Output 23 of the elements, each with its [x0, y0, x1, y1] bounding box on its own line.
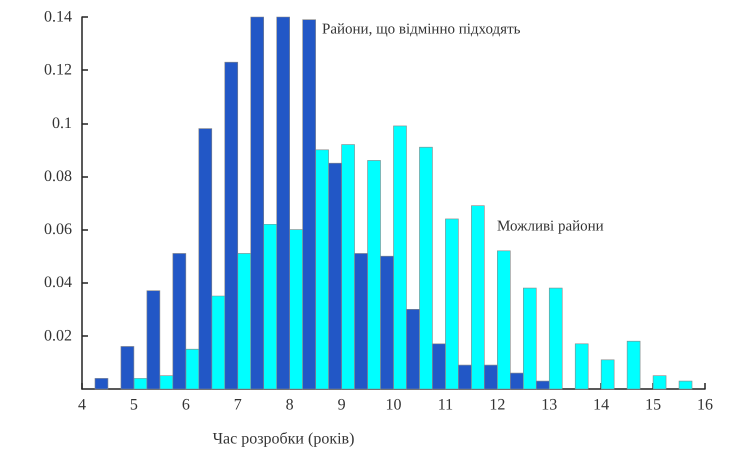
y-tick-label: 0.12: [44, 62, 72, 79]
x-tick-label: 15: [645, 396, 662, 414]
annotation: Можливі райони: [497, 218, 604, 234]
x-tick-label: 5: [130, 396, 138, 414]
x-tick-label: 6: [182, 396, 190, 414]
x-tick-label: 11: [438, 396, 454, 414]
y-tick-label: 0.02: [44, 327, 72, 344]
x-tick-label: 7: [234, 396, 242, 414]
x-tick-label: 9: [338, 396, 346, 414]
x-tick-label: 13: [541, 396, 558, 414]
x-tick-label: 16: [697, 396, 713, 414]
x-tick-label: 4: [78, 396, 86, 414]
y-tick-label: 0.06: [44, 221, 72, 238]
x-tick-label: 10: [386, 396, 402, 414]
y-tick-label: 0.04: [44, 274, 72, 292]
x-tick-label: 12: [489, 396, 506, 414]
y-tick-label: 0.1: [52, 114, 72, 132]
x-axis-title: Час розробки (років): [212, 430, 354, 448]
y-tick-label: 0.08: [44, 168, 72, 185]
annotation: Райони, що відмінно підходять: [322, 22, 521, 38]
x-tick-label: 8: [286, 396, 294, 414]
y-tick-label: 0.14: [44, 8, 72, 26]
x-tick-label: 14: [593, 396, 610, 414]
